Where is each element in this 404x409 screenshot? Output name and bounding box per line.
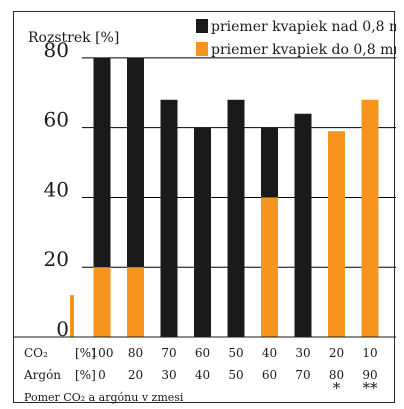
argon-value: 70 [295, 368, 310, 382]
co2-value: 100 [91, 346, 114, 360]
bar-upto [93, 267, 111, 337]
bar-upto-leading [70, 295, 74, 337]
argon-value: 40 [195, 368, 210, 382]
footnote-star: * [333, 379, 341, 397]
chart-svg: Rozstrek [%] priemer kvapiek nad 0,8 mm … [14, 19, 404, 404]
argon-value: 20 [128, 368, 143, 382]
y-axis-label: Rozstrek [%] [28, 30, 119, 46]
co2-value: 20 [329, 346, 344, 360]
bar-over [127, 57, 144, 338]
bar-over [294, 113, 312, 338]
y-tick-label: 40 [44, 177, 69, 201]
footnote-star: ** [363, 379, 379, 397]
y-tick-label: 80 [44, 38, 69, 62]
argon-value: 60 [262, 368, 277, 382]
argon-value: 90 [362, 368, 377, 382]
co2-value: 50 [228, 346, 243, 360]
bar-over [227, 99, 245, 337]
legend-swatch-upto [196, 42, 208, 56]
bar-over [93, 57, 111, 338]
co2-value: 30 [295, 346, 310, 360]
argon-value: 0 [98, 368, 106, 382]
co2-row-label: CO₂ [24, 346, 48, 360]
footer-caption: Pomer CO₂ a argónu v zmesi [24, 391, 184, 404]
bar-upto [261, 197, 278, 337]
argon-value: 50 [228, 368, 243, 382]
co2-value: 60 [195, 346, 210, 360]
co2-value: 10 [362, 346, 377, 360]
legend-swatch-over [196, 19, 208, 33]
bar-upto [127, 267, 144, 337]
argon-value: 30 [161, 368, 176, 382]
argon-row-unit: [%] [75, 368, 96, 382]
co2-value: 40 [262, 346, 277, 360]
legend-label-over: priemer kvapiek nad 0,8 mm [211, 19, 396, 35]
y-tick-label: 0 [56, 317, 69, 341]
y-tick-label: 20 [44, 247, 69, 271]
co2-row-unit: [%] [75, 346, 96, 360]
co2-value: 80 [128, 346, 143, 360]
bar-over [160, 99, 178, 337]
co2-value: 70 [161, 346, 176, 360]
bar-upto [361, 99, 379, 337]
argon-value: 80 [329, 368, 344, 382]
chart-frame: Rozstrek [%] priemer kvapiek nad 0,8 mm … [13, 11, 404, 404]
bar-upto [328, 131, 345, 337]
legend-label-upto: priemer kvapiek do 0,8 mm [211, 42, 396, 58]
bar-over [194, 127, 211, 337]
y-tick-label: 60 [44, 108, 69, 132]
argon-row-label: Argón [23, 368, 61, 382]
